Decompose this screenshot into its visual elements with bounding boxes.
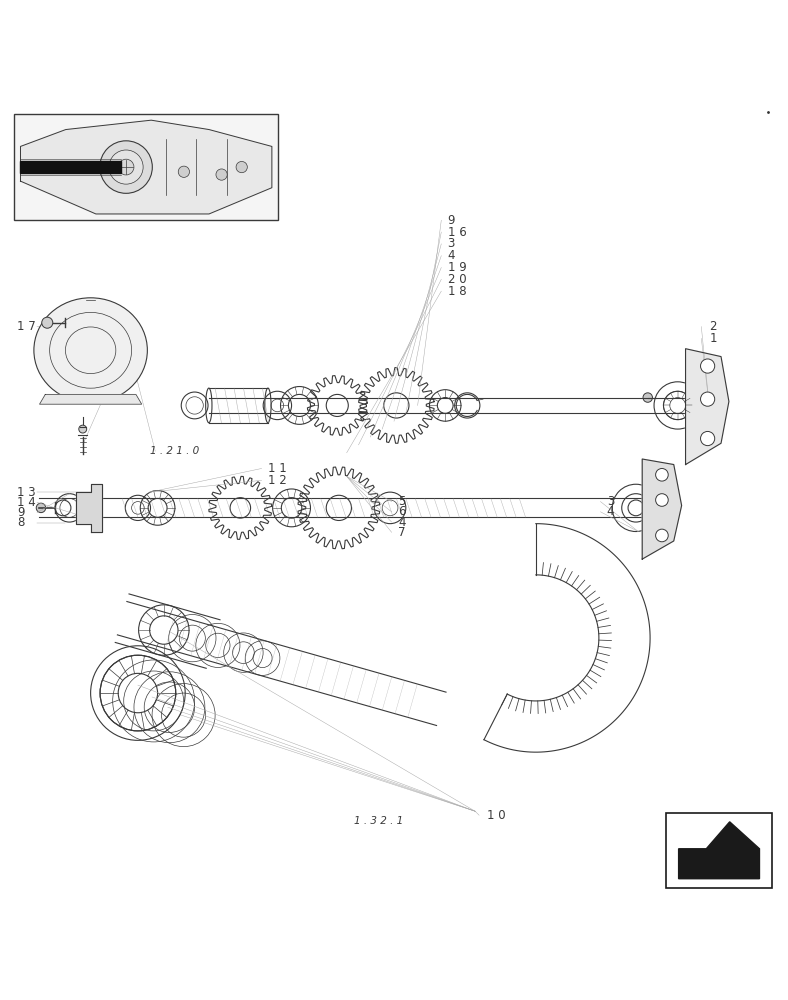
Text: 4: 4 (607, 505, 615, 518)
Circle shape (109, 150, 143, 184)
Circle shape (42, 317, 53, 328)
Circle shape (236, 161, 247, 173)
Text: 1 5: 1 5 (102, 385, 121, 398)
Text: 9: 9 (448, 214, 455, 227)
Polygon shape (642, 459, 682, 559)
Circle shape (656, 468, 668, 481)
Circle shape (701, 392, 715, 406)
Bar (666, 813, 772, 888)
Circle shape (643, 393, 652, 402)
Circle shape (656, 529, 668, 542)
Text: 2 0: 2 0 (448, 273, 466, 286)
Text: 1 . 2 1 . 0: 1 . 2 1 . 0 (151, 446, 199, 456)
Text: 1 1: 1 1 (268, 462, 287, 475)
Circle shape (100, 141, 152, 193)
Text: 1 0: 1 0 (487, 809, 506, 822)
Polygon shape (20, 120, 272, 214)
Text: 3: 3 (607, 495, 614, 508)
Circle shape (178, 166, 189, 177)
Circle shape (216, 169, 227, 180)
Text: 1 6: 1 6 (448, 226, 466, 239)
Text: 8: 8 (17, 516, 24, 529)
Polygon shape (678, 822, 760, 879)
Text: 1 9: 1 9 (448, 261, 466, 274)
Circle shape (118, 159, 134, 175)
Text: 1 2: 1 2 (268, 474, 287, 487)
Text: 1 7: 1 7 (17, 320, 36, 333)
Text: 1 . 3 2 . 1: 1 . 3 2 . 1 (354, 816, 403, 826)
Circle shape (701, 359, 715, 373)
Circle shape (656, 494, 668, 506)
Bar (14, 114, 278, 220)
Text: 1 8: 1 8 (448, 285, 466, 298)
Circle shape (79, 425, 87, 433)
Circle shape (36, 503, 46, 513)
Text: 3: 3 (448, 237, 455, 250)
Polygon shape (686, 349, 729, 465)
Text: 1 4: 1 4 (17, 496, 36, 509)
Circle shape (701, 431, 715, 446)
Text: 2: 2 (709, 320, 717, 333)
Text: 1: 1 (709, 332, 717, 345)
Text: 5: 5 (398, 495, 405, 508)
Polygon shape (39, 395, 142, 404)
Ellipse shape (34, 298, 147, 403)
Text: 6: 6 (398, 505, 406, 518)
Text: 4: 4 (398, 516, 406, 529)
Text: 4: 4 (448, 249, 455, 262)
Polygon shape (20, 161, 121, 173)
Text: 7: 7 (398, 526, 406, 539)
Polygon shape (76, 484, 102, 532)
Text: 1 3: 1 3 (17, 486, 36, 499)
Text: 9: 9 (17, 506, 25, 519)
